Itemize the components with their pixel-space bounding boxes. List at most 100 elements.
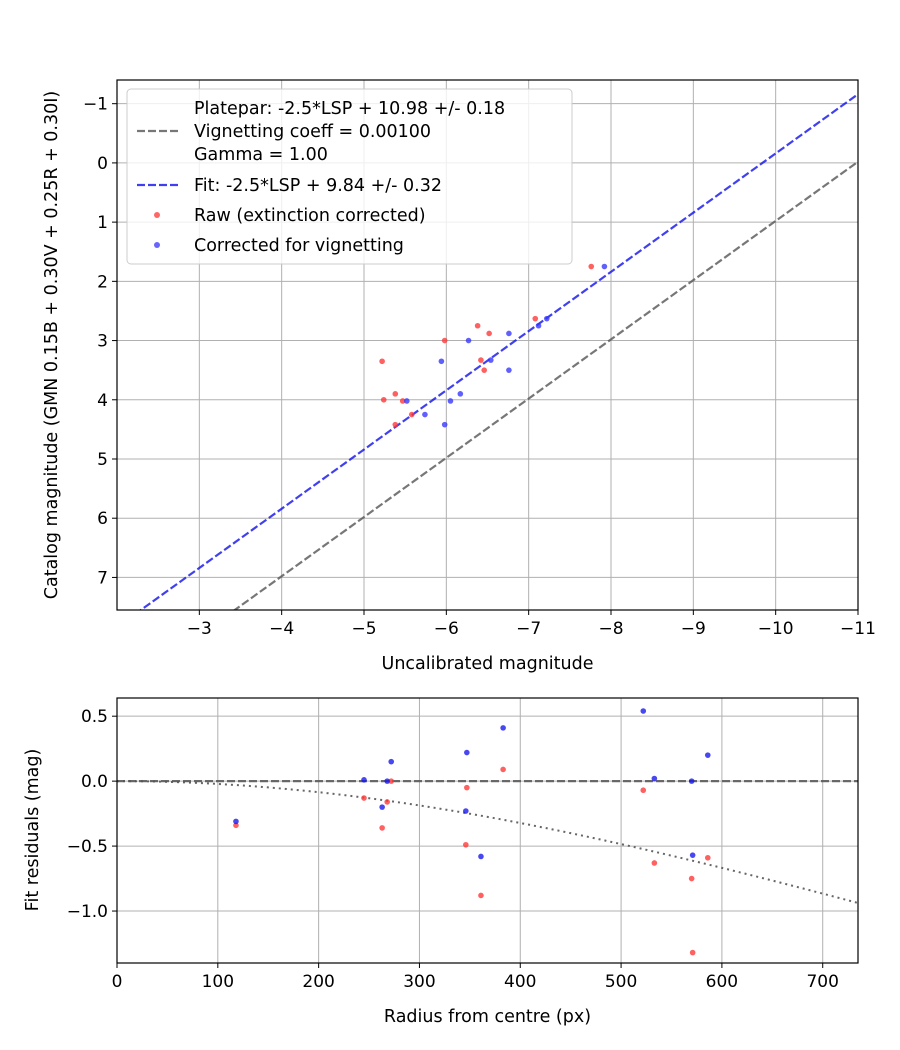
bottom-x-tick-label: 500 (605, 972, 637, 992)
top-raw-point (478, 357, 484, 363)
top-raw-point (481, 367, 488, 373)
top-raw-point (588, 263, 595, 270)
top-raw-point (379, 358, 385, 365)
top-raw-point (441, 337, 448, 344)
top-corrected-point (601, 263, 608, 270)
bottom-corrected-point (688, 778, 695, 784)
bottom-x-tick-label: 0 (112, 972, 123, 992)
bottom-y-axis-label: Fit residuals (mag) (23, 749, 43, 912)
top-x-tick-label: −5 (351, 619, 376, 639)
bottom-y-tick-label: 0.5 (81, 707, 108, 727)
bottom-corrected-point (464, 749, 470, 756)
legend-fit-text: Fit: -2.5*LSP + 9.84 +/- 0.32 (194, 176, 442, 196)
bottom-reference-lines (117, 780, 858, 904)
bottom-x-tick-label: 100 (202, 972, 234, 992)
bottom-axes-frame (116, 697, 859, 964)
legend-corrected-text: Corrected for vignetting (194, 236, 404, 256)
top-y-tick-label: 0 (97, 154, 108, 174)
legend-raw-marker (154, 212, 160, 218)
top-corrected-point (457, 391, 464, 397)
bottom-corrected-point (704, 752, 711, 758)
top-y-tick-label: 5 (97, 450, 108, 470)
bottom-x-tick-label: 300 (403, 972, 435, 992)
bottom-y-tick-label: −0.5 (67, 837, 108, 857)
top-corrected-point (465, 337, 472, 344)
top-y-axis-label: Catalog magnitude (GMN 0.15B + 0.30V + 0… (42, 91, 62, 599)
top-raw-point (486, 330, 492, 337)
bottom-raw-point (688, 875, 695, 882)
top-corrected-point (404, 398, 410, 404)
legend: Platepar: -2.5*LSP + 10.98 +/- 0.18 Vign… (126, 88, 573, 265)
top-x-tick-label: −10 (758, 619, 794, 639)
top-corrected-point (438, 358, 445, 365)
legend-gamma-text: Gamma = 1.00 (194, 145, 328, 165)
top-x-tick-label: −6 (434, 619, 459, 639)
bottom-x-tick-label: 700 (806, 972, 838, 992)
top-x-tick-label: −4 (269, 619, 294, 639)
bottom-raw-point (478, 892, 484, 899)
top-y-tick-label: 7 (97, 568, 108, 588)
top-raw-point (408, 411, 415, 418)
bottom-raw-point (379, 825, 385, 831)
bottom-corrected-point (500, 725, 506, 731)
bottom-corrected-point (640, 708, 647, 714)
bottom-corrected-point (233, 818, 239, 825)
bottom-y-tick-label: 0.0 (81, 772, 108, 792)
bottom-raw-point (384, 799, 390, 805)
bottom-raw-point (689, 949, 696, 956)
top-y-tick-label: 1 (97, 213, 108, 233)
bottom-raw-point (361, 795, 367, 801)
top-axes-frame (116, 79, 859, 611)
bottom-raw-point (233, 822, 239, 829)
top-scatter-points (379, 263, 608, 428)
top-raw-point (392, 421, 399, 428)
top-corrected-point (447, 398, 454, 404)
top-x-tick-label: −7 (516, 619, 541, 639)
top-y-tick-label: 3 (97, 332, 108, 352)
bottom-x-axis-label: Radius from centre (px) (384, 1007, 591, 1027)
top-y-tick-label: −1 (83, 95, 108, 115)
top-x-tick-label: −11 (840, 619, 876, 639)
bottom-raw-point (500, 766, 506, 773)
platepar-fit-line (232, 160, 858, 610)
bottom-y-tick-label: −1.0 (67, 902, 108, 922)
bottom-scatter-points (233, 708, 711, 956)
bottom-raw-point (704, 854, 711, 861)
legend-vignetting-text: Vignetting coeff = 0.00100 (194, 122, 431, 142)
bottom-corrected-point (384, 778, 390, 784)
bottom-corrected-point (388, 758, 395, 765)
top-y-tick-label: 2 (97, 272, 108, 292)
bottom-gridlines (116, 698, 858, 963)
bottom-corrected-point (689, 852, 696, 858)
top-x-tick-label: −3 (187, 619, 212, 639)
bottom-x-tick-label: 600 (706, 972, 738, 992)
bottom-raw-point (388, 778, 395, 784)
top-x-tick-label: −8 (598, 619, 623, 639)
bottom-x-tick-label: 200 (302, 972, 334, 992)
top-x-tick-label: −9 (681, 619, 706, 639)
legend-corrected-marker (154, 242, 160, 248)
top-raw-point (474, 322, 481, 329)
legend-raw-text: Raw (extinction corrected) (194, 206, 426, 226)
bottom-ticks: 0 100 200 300 400 500 600 700 0.5 0.0 −0.5 −1.0 (67, 707, 839, 992)
top-x-axis-label: Uncalibrated magnitude (382, 654, 594, 674)
legend-box (126, 88, 573, 265)
top-corrected-point (487, 357, 494, 363)
top-corrected-point (543, 315, 550, 322)
residuals-plot-panel: 0 100 200 300 400 500 600 700 0.5 0.0 −0.5 −1.0 Rad… (23, 697, 859, 1027)
top-corrected-point (535, 322, 542, 329)
bottom-corrected-point (651, 775, 658, 782)
bottom-raw-point (651, 860, 658, 866)
top-raw-point (399, 398, 406, 404)
bottom-raw-point (640, 787, 647, 794)
top-raw-point (392, 391, 399, 397)
bottom-corrected-point (463, 808, 469, 814)
bottom-x-tick-label: 400 (504, 972, 536, 992)
vignetting-curve (117, 780, 858, 904)
top-y-tick-label: 4 (97, 391, 108, 411)
top-raw-point (532, 315, 539, 322)
legend-platepar-text: Platepar: -2.5*LSP + 10.98 +/- 0.18 (194, 99, 505, 119)
